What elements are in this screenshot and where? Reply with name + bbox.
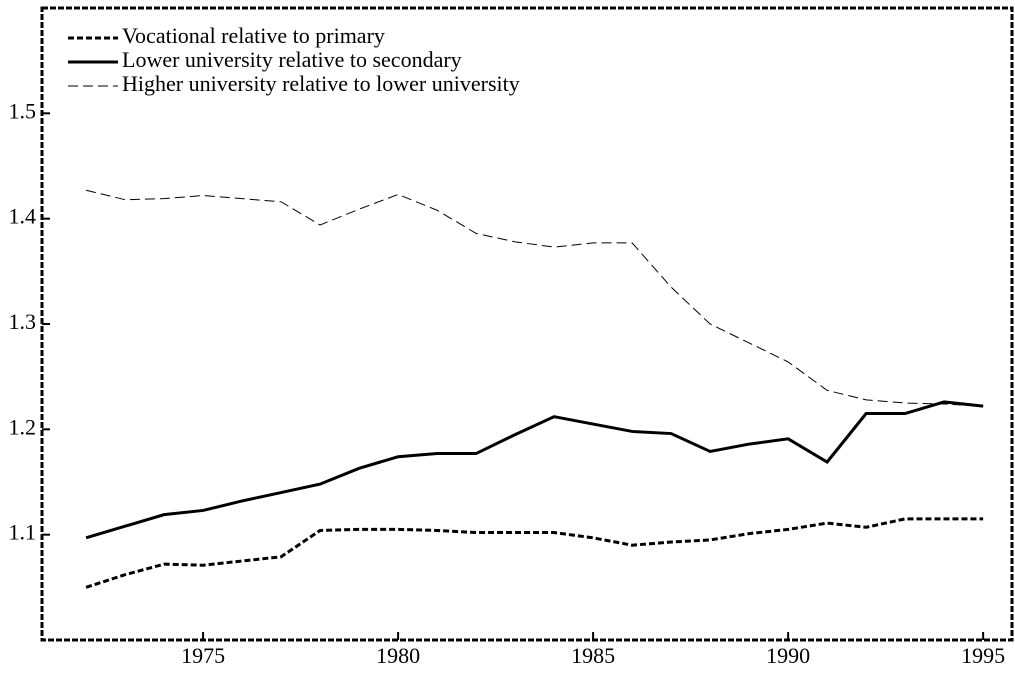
y-tick-label: 1.3 <box>9 309 37 334</box>
series-line <box>85 517 984 589</box>
legend-label: Lower university relative to secondary <box>122 47 462 72</box>
y-tick-label: 1.4 <box>9 204 37 229</box>
series-line <box>85 400 984 540</box>
series-line <box>85 189 984 407</box>
plot-frame <box>40 6 1014 642</box>
y-tick-label: 1.2 <box>9 414 37 439</box>
x-tick-label: 1980 <box>376 643 420 668</box>
legend-label: Vocational relative to primary <box>122 23 385 48</box>
y-tick-label: 1.5 <box>9 98 37 123</box>
legend-label: Higher university relative to lower univ… <box>122 71 520 96</box>
x-tick-label: 1985 <box>571 643 615 668</box>
x-tick-label: 1990 <box>766 643 810 668</box>
x-tick-label: 1975 <box>181 643 225 668</box>
y-tick-label: 1.1 <box>9 520 37 545</box>
x-tick-label: 1995 <box>961 643 1005 668</box>
